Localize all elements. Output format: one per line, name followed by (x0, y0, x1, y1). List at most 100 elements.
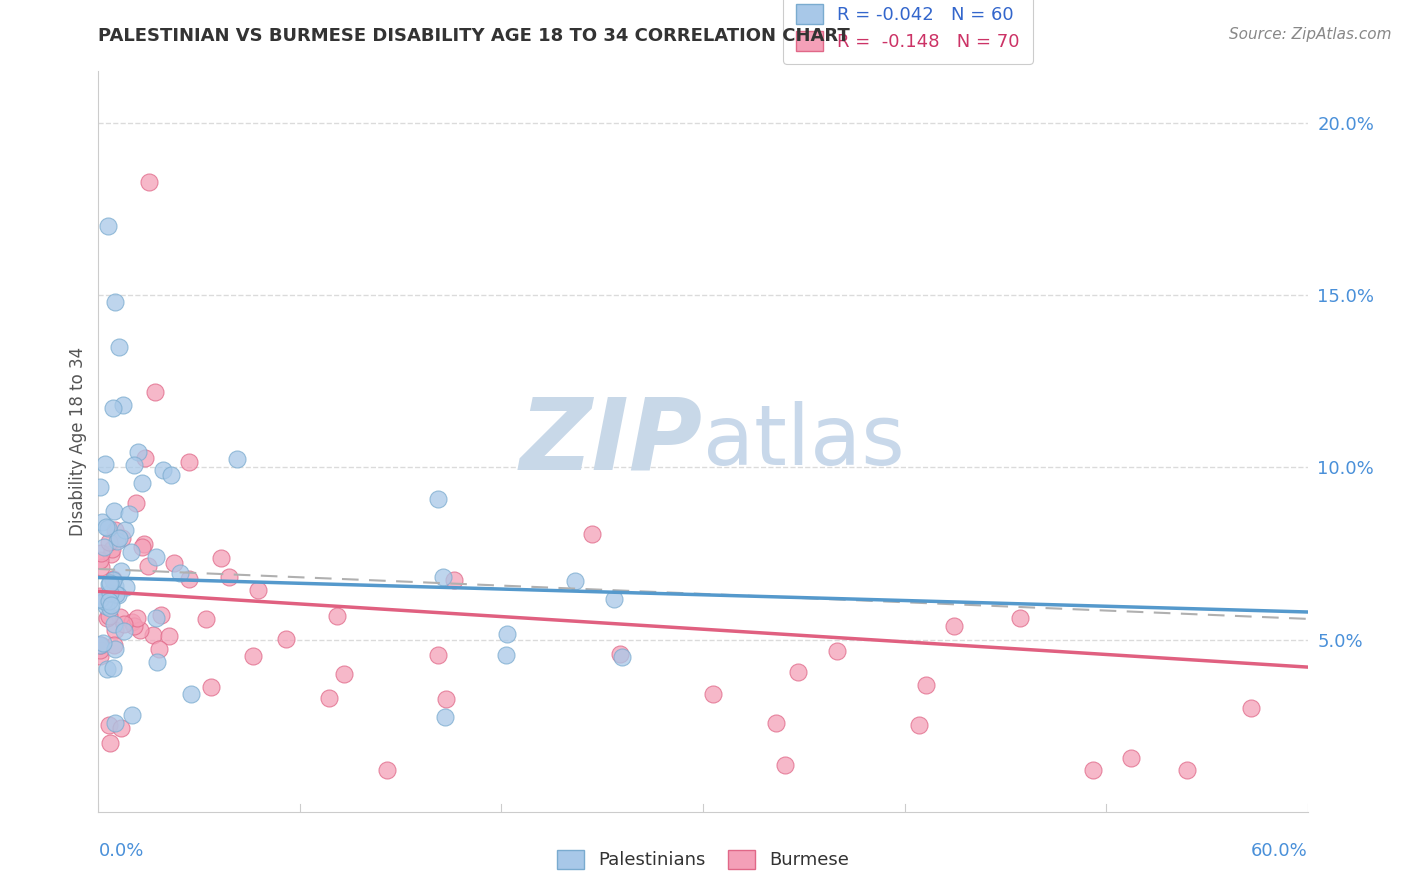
Point (112, 624, 135, 638)
Point (103, 504, 125, 518)
Point (118, 508, 141, 522)
Point (97, 219, 120, 234)
Point (89, 589, 111, 603)
Point (104, 716, 127, 731)
Text: 60.0%: 60.0% (1251, 842, 1308, 860)
Point (97, 609, 120, 624)
Point (145, 550, 167, 565)
Point (115, 581, 138, 595)
Point (157, 629, 180, 643)
Text: PALESTINIAN VS BURMESE DISABILITY AGE 18 TO 34 CORRELATION CHART: PALESTINIAN VS BURMESE DISABILITY AGE 18… (98, 27, 851, 45)
Point (132, 537, 155, 551)
Point (110, 564, 132, 578)
Point (101, 661, 124, 675)
Point (612, 650, 634, 665)
Point (111, 398, 134, 412)
Point (209, 551, 232, 566)
Point (318, 691, 340, 706)
Point (107, 588, 129, 602)
Point (247, 582, 270, 597)
Point (200, 681, 222, 695)
Point (276, 632, 298, 647)
Point (1119, 750, 1142, 764)
Point (122, 458, 145, 472)
Point (150, 608, 173, 623)
Point (89, 553, 111, 567)
Point (96, 611, 118, 625)
Point (124, 496, 146, 510)
Point (89, 638, 111, 652)
Point (98, 594, 121, 608)
Point (131, 476, 153, 491)
Point (581, 527, 603, 541)
Point (103, 401, 125, 415)
Point (98, 718, 121, 732)
Point (495, 648, 517, 663)
Point (90, 546, 112, 560)
Point (97, 577, 120, 591)
Point (120, 545, 142, 559)
Point (101, 542, 124, 557)
Point (152, 462, 174, 476)
Point (434, 691, 457, 706)
Text: Source: ZipAtlas.com: Source: ZipAtlas.com (1229, 27, 1392, 42)
Point (1175, 764, 1198, 778)
Point (942, 619, 965, 633)
Point (145, 655, 167, 669)
Text: 0.0%: 0.0% (98, 842, 143, 860)
Point (1008, 611, 1031, 625)
Point (180, 687, 202, 701)
Point (138, 175, 160, 189)
Legend: Palestinians, Burmese: Palestinians, Burmese (548, 840, 858, 879)
Point (89, 643, 111, 657)
Point (103, 639, 125, 653)
Point (908, 718, 931, 732)
Point (104, 579, 127, 593)
Point (103, 523, 125, 537)
Point (93, 594, 115, 608)
Point (765, 715, 787, 730)
Point (914, 678, 936, 692)
Point (89, 648, 111, 663)
Point (110, 610, 132, 624)
Point (100, 547, 122, 561)
Point (145, 611, 167, 625)
Point (131, 540, 153, 554)
Point (179, 572, 201, 586)
Point (112, 617, 135, 632)
Point (100, 598, 122, 612)
Point (124, 619, 146, 633)
Point (434, 709, 457, 723)
Point (101, 572, 124, 586)
Point (787, 665, 810, 680)
Point (127, 445, 149, 459)
Point (96, 520, 118, 534)
Point (426, 648, 449, 662)
Point (136, 558, 159, 573)
Point (375, 764, 398, 778)
Point (90, 638, 112, 652)
Point (111, 531, 134, 545)
Point (603, 591, 626, 606)
Point (825, 644, 848, 658)
Point (108, 531, 131, 545)
Point (142, 628, 165, 642)
Point (98, 600, 121, 615)
Point (169, 566, 191, 580)
Point (143, 384, 166, 399)
Point (107, 340, 129, 354)
Point (103, 616, 125, 631)
Point (564, 574, 586, 589)
Point (148, 641, 170, 656)
Text: ZIP: ZIP (520, 393, 703, 490)
Point (177, 454, 200, 468)
Point (127, 611, 149, 625)
Point (160, 467, 183, 482)
Point (101, 573, 124, 587)
Point (495, 627, 517, 641)
Point (134, 451, 156, 466)
Point (98, 575, 121, 590)
Point (110, 721, 132, 735)
Point (97, 535, 120, 549)
Point (121, 615, 143, 630)
